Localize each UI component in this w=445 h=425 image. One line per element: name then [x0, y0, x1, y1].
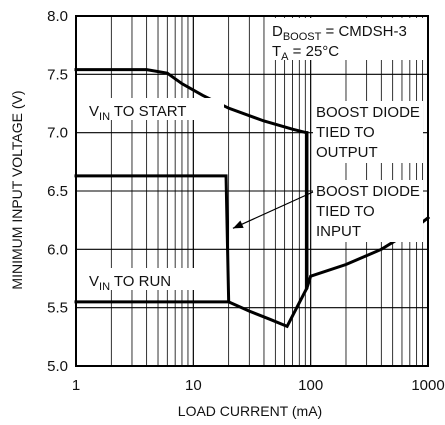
curve-1	[74, 68, 309, 135]
x-tick-label: 1	[72, 377, 80, 394]
plot-frame	[75, 15, 429, 367]
y-tick-label: 8.0	[47, 8, 68, 25]
y-tick-label: 7.0	[47, 125, 68, 142]
boost-input-bg	[313, 180, 423, 242]
x-axis-title: LOAD CURRENT (mA)	[178, 403, 322, 419]
boost-output-line: TIED TO	[316, 124, 375, 141]
tick-labels: 1 10 100 1000 5.0 5.5 6.0 6.5 7.0 7.5 8.0	[47, 8, 445, 394]
y-tick-label: 6.5	[47, 183, 68, 200]
vin-run-bg	[86, 268, 214, 290]
annotation-arrow	[232, 191, 314, 229]
boost-input-line: TIED TO	[316, 203, 375, 220]
boost-input-line: INPUT	[316, 223, 361, 240]
curve-2	[74, 131, 309, 329]
dboost-label: DBOOST = CMDSH-3	[272, 23, 407, 43]
arrow-head	[232, 220, 244, 229]
boost-input-line: BOOST DIODE	[316, 183, 420, 200]
annotations: DBOOST = CMDSH-3TA = 25°C VIN TO START VIN…	[86, 18, 424, 293]
vin-run-label: VIN TO RUN	[89, 273, 171, 293]
ta-label: TA = 25°C	[272, 43, 339, 63]
boost-output-line: OUTPUT	[316, 144, 378, 161]
x-tick-label: 1000	[411, 377, 444, 394]
vin-start-bg	[86, 98, 224, 120]
x-tick-label: 10	[185, 377, 202, 394]
y-tick-label: 6.0	[47, 241, 68, 258]
y-tick-label: 5.5	[47, 300, 68, 317]
boost-output-bg	[313, 101, 423, 163]
y-tick-label: 7.5	[47, 66, 68, 83]
y-tick-label: 5.0	[47, 358, 68, 375]
boost-output-line: BOOST DIODE	[316, 104, 420, 121]
x-tick-label: 100	[298, 377, 323, 394]
vin-start-label: VIN TO START	[89, 103, 186, 123]
curve-3	[74, 174, 231, 303]
conditions-bg	[268, 18, 424, 60]
y-axis-title: MINIMUM INPUT VOLTAGE (V)	[9, 90, 25, 289]
